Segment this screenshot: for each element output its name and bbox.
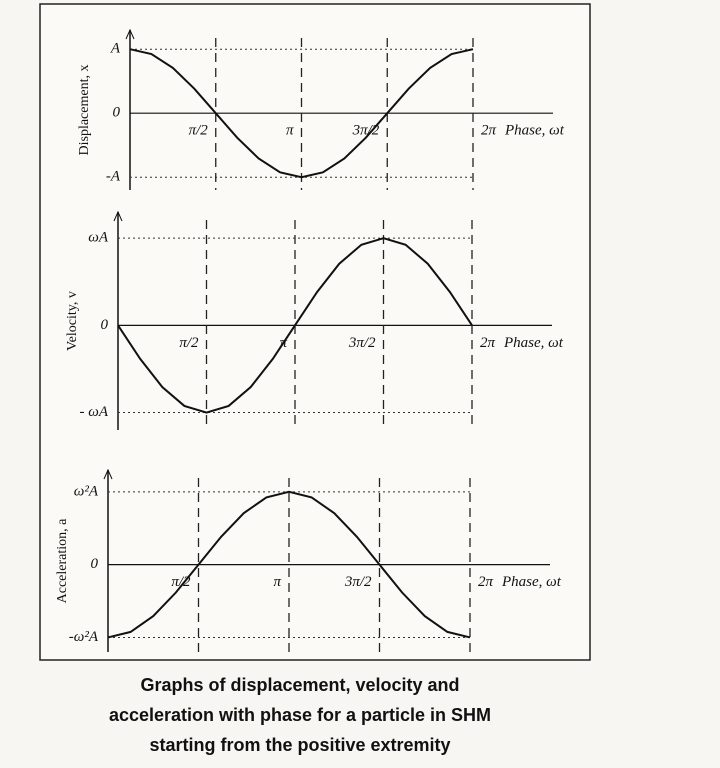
y-tick-label: 0 [101,317,109,333]
y-tick-label: ωA [88,230,109,246]
y-tick-label: - ωA [80,404,109,420]
axis-arrow [103,468,113,480]
axis-arrow [125,28,135,40]
x-tick-label: 3π/2 [348,335,376,351]
x-tick-label: 3π/2 [352,123,380,139]
y-tick-label: ω²A [74,483,99,499]
x-tick-label: π/2 [179,335,199,351]
y-tick-label: 0 [113,105,121,121]
y-tick-label: 0 [91,556,99,572]
curve [129,48,474,179]
curve [117,237,473,414]
x-tick-label: π [286,123,294,139]
x-tick-label: π/2 [189,123,209,139]
y-tick-label: -ω²A [69,629,99,645]
x-tick-label: 3π/2 [344,574,372,590]
x-axis-label: Phase, ωt [503,335,564,351]
x-axis-label: Phase, ωt [501,574,562,590]
x-tick-label: π [273,574,281,590]
y-axis-label: Acceleration, a [55,518,70,604]
caption-line: acceleration with phase for a particle i… [109,705,491,725]
x-tick-label: 2π [480,335,496,351]
y-axis-label: Displacement, x [77,65,92,156]
x-tick-label: π/2 [171,574,191,590]
y-tick-label: -A [106,169,121,185]
x-axis-label: Phase, ωt [504,123,565,139]
y-axis-label: Velocity, v [65,291,80,351]
caption-line: Graphs of displacement, velocity and [140,675,459,695]
curve [107,490,471,639]
x-tick-label: 2π [481,123,497,139]
x-tick-label: 2π [478,574,494,590]
axis-arrow [113,210,123,222]
y-tick-label: A [110,41,121,57]
caption-line: starting from the positive extremity [149,735,450,755]
